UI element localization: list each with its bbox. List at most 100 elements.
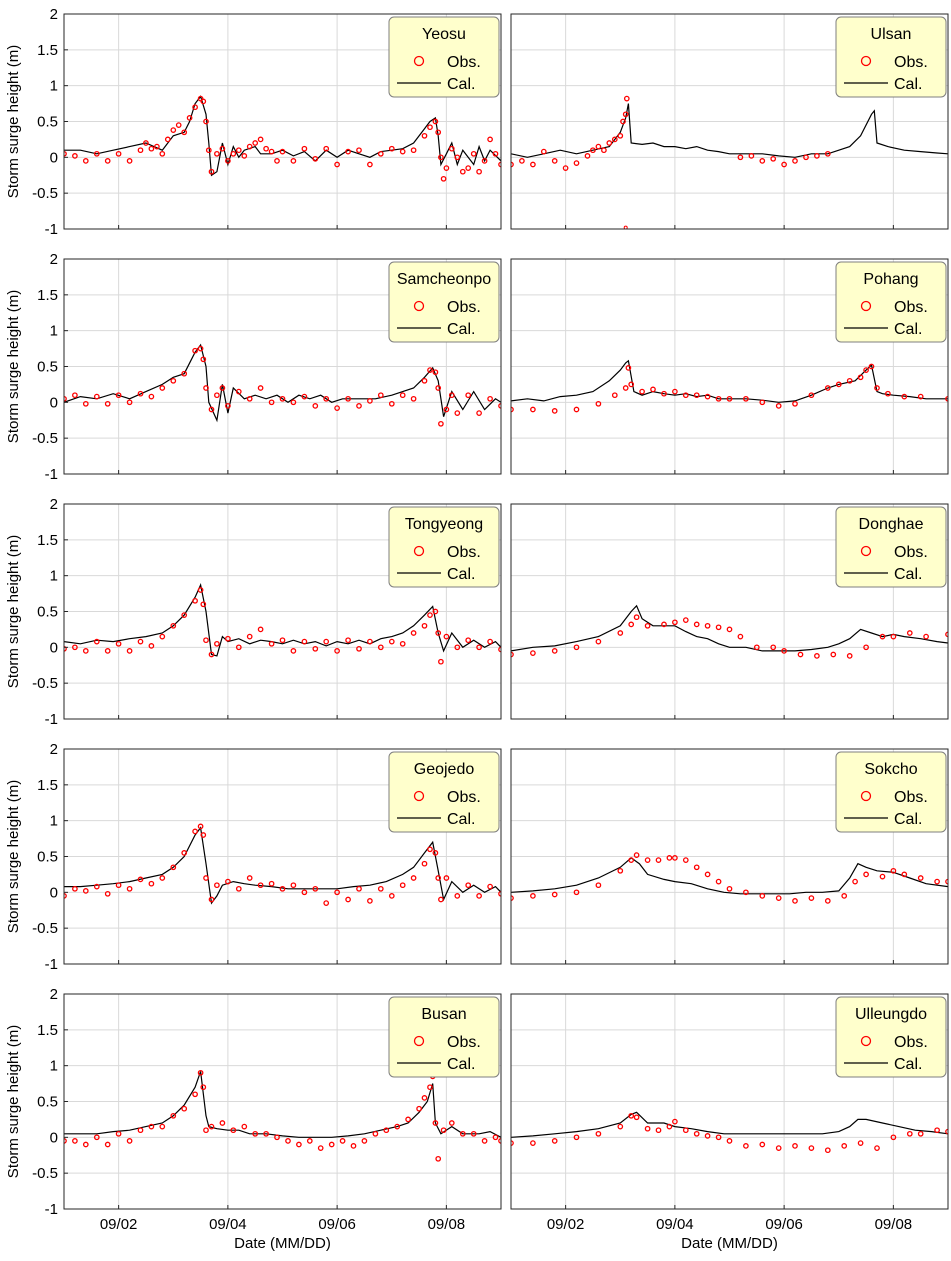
obs-point [595,1130,602,1137]
obs-point [781,161,787,168]
x-tick-label: 09/08 [428,1216,466,1233]
obs-point [628,381,635,388]
cal-series-line [511,359,948,403]
obs-point [551,158,558,164]
obs-point [203,637,209,644]
obs-point [197,587,204,593]
y-tick-label: 0 [50,394,58,411]
cal-series-line [64,826,501,905]
chart-panel-busan: -1 -0.5 0 0.5 1 1.5 2 Storm surge height (m) 09/… [5,986,502,1252]
obs-point [917,875,924,881]
obs-point [737,154,744,161]
legend-cal-label: Cal. [894,1056,922,1073]
obs-point [704,622,711,629]
legend: Donghae Obs. Cal. [835,506,947,588]
obs-point [416,1105,422,1112]
obs-point [655,857,662,863]
obs-point [551,408,558,414]
obs-point [214,882,220,889]
obs-point [530,650,536,656]
obs-point [383,1127,390,1134]
obs-point [334,161,340,168]
obs-point [551,891,558,898]
obs-point [301,889,308,896]
obs-point [126,885,133,892]
obs-point [246,633,253,640]
obs-point [726,1138,733,1144]
obs-point [421,377,428,384]
obs-point [792,1143,798,1149]
obs-point [137,876,144,883]
obs-point [863,644,869,651]
obs-point [435,875,442,881]
legend-cal-label: Cal. [447,321,475,338]
obs-point [421,1095,428,1101]
obs-point [410,630,417,636]
obs-point [159,385,166,391]
y-tick-label: 0.5 [37,114,58,131]
legend-obs-marker [860,300,872,312]
obs-point [824,898,831,904]
obs-point [356,645,362,652]
obs-point [824,150,831,157]
legend-obs-label: Obs. [894,544,928,561]
obs-point [454,410,461,416]
obs-point [263,145,269,152]
legend: Samcheonpo Obs. Cal. [388,261,500,343]
obs-point [235,147,242,154]
obs-point [715,878,722,885]
obs-point [655,1127,662,1134]
cal-series-line [64,343,501,423]
plot-marks [511,852,948,904]
obs-point [93,150,100,157]
obs-point [257,385,264,391]
obs-point [617,630,624,636]
legend: Ulsan Obs. Cal. [835,16,947,98]
obs-point [192,104,198,111]
obs-point [323,638,330,645]
obs-point [104,648,111,654]
obs-point [181,612,188,618]
obs-point [427,846,433,853]
obs-point [454,644,461,651]
obs-point [470,150,477,157]
obs-point [197,1069,204,1076]
legend-obs-marker [860,545,872,557]
obs-point [633,1114,640,1121]
y-axis-label: Storm surge height (m) [5,45,22,198]
obs-point [792,400,798,407]
obs-point [137,147,144,154]
x-tick-label: 09/02 [100,1216,138,1233]
obs-point [93,883,100,890]
obs-point [257,882,264,889]
legend-obs-label: Obs. [447,789,481,806]
obs-point [137,638,144,645]
obs-point [753,644,760,651]
obs-point [285,1138,291,1144]
obs-point [356,147,362,154]
obs-point [421,622,428,629]
obs-point [312,403,319,409]
obs-point [72,644,78,651]
obs-point [770,155,777,162]
legend-cal-label: Cal. [894,811,922,828]
obs-point [388,400,395,407]
obs-point [200,356,207,363]
legend-obs-marker [413,790,425,802]
obs-point [214,640,220,647]
obs-point [803,154,809,161]
obs-point [622,385,629,391]
obs-point [170,377,177,384]
obs-point [241,1123,248,1130]
obs-point [388,638,395,645]
obs-point [323,395,330,402]
y-tick-label: 2 [50,6,58,23]
obs-point [622,111,629,118]
obs-point [432,608,439,615]
obs-point [192,347,198,354]
obs-point [824,1147,831,1154]
obs-point [440,1127,447,1134]
obs-point [874,1145,880,1151]
obs-point [511,1140,514,1146]
obs-point [64,150,67,157]
